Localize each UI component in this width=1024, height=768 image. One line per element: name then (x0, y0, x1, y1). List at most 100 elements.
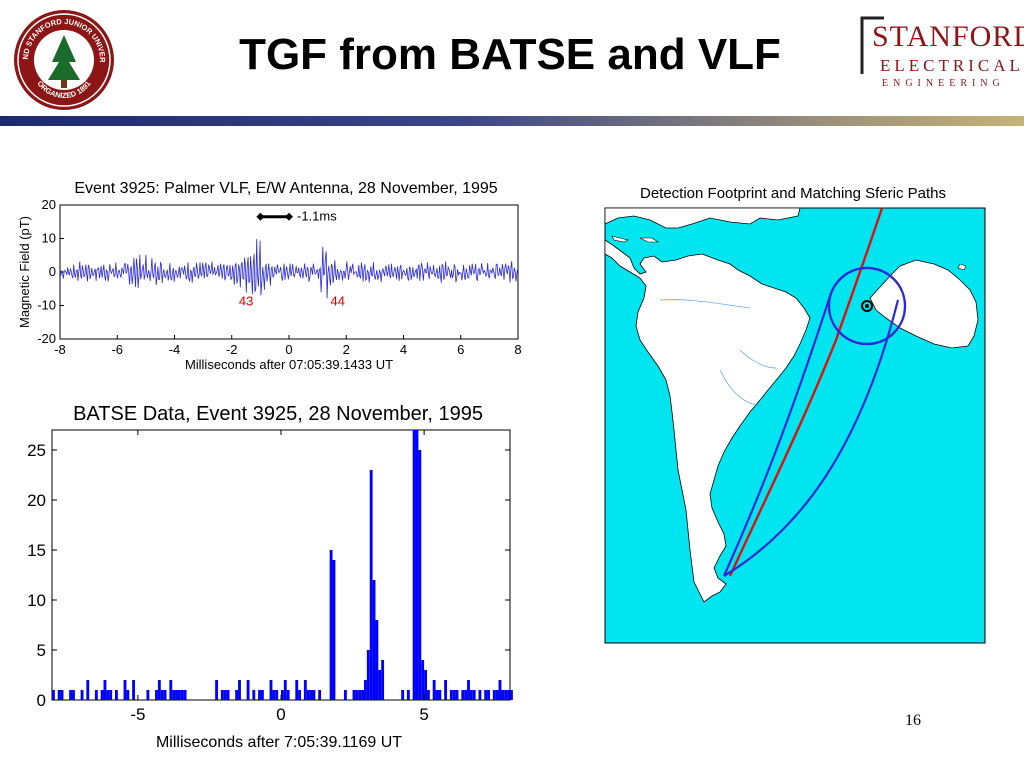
north-america-land (604, 207, 801, 229)
vlf-y-tick-label: -20 (37, 331, 56, 346)
vlf-x-tick-label: 2 (343, 342, 350, 357)
vlf-x-tick-label: -4 (169, 342, 181, 357)
histogram-bar (175, 690, 178, 700)
matching-sferic-path-line (728, 207, 884, 577)
peak-label-43: 43 (239, 294, 253, 309)
histogram-bar (157, 680, 161, 700)
histogram-bar (464, 690, 468, 700)
histogram-bar (180, 690, 184, 700)
histogram-bar (57, 690, 61, 700)
batse-y-tick-label: 10 (27, 591, 46, 610)
vlf-y-tick-label: -10 (37, 298, 56, 313)
histogram-bar (312, 690, 316, 700)
histogram-bar (378, 670, 382, 700)
batse-y-tick-label: 15 (27, 541, 46, 560)
histogram-bar (492, 690, 496, 700)
histogram-bar (286, 690, 290, 700)
rivers (659, 299, 777, 407)
histogram-bar (103, 680, 107, 700)
histogram-bar (364, 680, 367, 700)
histogram-bar (372, 580, 376, 700)
histogram-bar (510, 690, 513, 700)
histogram-bar (352, 690, 356, 700)
vlf-y-tick-label: 0 (49, 264, 56, 279)
histogram-bar (52, 690, 55, 700)
histogram-bar (309, 690, 313, 700)
batse-plot-frame (51, 429, 511, 701)
batse-x-tick-label: 5 (419, 705, 428, 724)
histogram-bar (132, 680, 136, 700)
histogram-bar (401, 690, 405, 700)
histogram-bar (60, 690, 64, 700)
histogram-bar (418, 450, 422, 700)
histogram-bar (126, 690, 130, 700)
histogram-bar (495, 690, 499, 700)
histogram-bar (114, 690, 118, 700)
caribbean-island (611, 235, 629, 243)
histogram-bar (421, 660, 425, 700)
diamond-marker-icon (256, 212, 265, 221)
histogram-bar (215, 680, 219, 700)
interval-marker (256, 212, 293, 221)
histogram-bar (172, 690, 176, 700)
vlf-x-tick-label: -6 (111, 342, 123, 357)
histogram-bar (238, 680, 241, 700)
histogram-bar (444, 680, 448, 700)
histogram-bar (358, 690, 362, 700)
vlf-chart-title: Event 3925: Palmer VLF, E/W Antenna, 28 … (74, 180, 497, 197)
histogram-bar (498, 680, 502, 700)
interval-label: -1.1ms (297, 209, 337, 224)
vlf-y-axis-label: Magnetic Field (pT) (17, 216, 32, 328)
detection-footprint-circle (827, 266, 907, 346)
histogram-bar (469, 690, 473, 700)
vlf-x-tick-label: -8 (54, 342, 66, 357)
batse-y-tick-label: 0 (37, 691, 46, 710)
histogram-bar (332, 560, 336, 700)
vlf-x-tick-label: 0 (285, 342, 292, 357)
batse-y-tick-label: 25 (27, 441, 46, 460)
batse-chart-title: BATSE Data, Event 3925, 28 November, 199… (73, 403, 483, 425)
batse-x-tick-label: -5 (130, 705, 145, 724)
histogram-bar (381, 660, 385, 700)
histogram-bar (306, 690, 310, 700)
batse-chart: BATSE Data, Event 3925, 28 November, 199… (27, 403, 513, 751)
vlf-x-tick-label: 6 (457, 342, 464, 357)
histogram-bar (94, 690, 98, 700)
caribbean-island (639, 237, 659, 243)
histogram-bar (484, 690, 488, 700)
diamond-marker-icon (285, 212, 293, 221)
histogram-bar (226, 690, 230, 700)
logo-engineering-text: ENGINEERING (882, 78, 1005, 89)
vlf-y-tick-label: 20 (42, 197, 56, 212)
sferic-paths (722, 207, 907, 577)
page-number: 16 (905, 712, 921, 729)
histogram-bar (472, 690, 476, 700)
histogram-bar (235, 690, 239, 700)
histogram-bar (355, 690, 359, 700)
histogram-bar (109, 690, 113, 700)
histogram-bar (72, 690, 75, 700)
logo-stanford-text: STANFORD (872, 20, 1024, 53)
histogram-bar (100, 690, 104, 700)
batse-y-tick-label: 5 (37, 641, 46, 660)
vlf-chart: Event 3925: Palmer VLF, E/W Antenna, 28 … (17, 180, 522, 372)
histogram-bar (269, 680, 273, 700)
histogram-bar (160, 690, 164, 700)
vlf-x-axis-label: Milliseconds after 07:05:39.1433 UT (185, 357, 393, 372)
histogram-bar (432, 680, 436, 700)
histogram-bar (283, 680, 287, 700)
histogram-bar (435, 690, 439, 700)
histogram-bar (163, 690, 167, 700)
histogram-bar (298, 690, 302, 700)
histogram-bar (69, 690, 73, 700)
histogram-bar (329, 550, 333, 700)
histogram-bar (258, 690, 261, 700)
histogram-bar (146, 690, 150, 700)
logo-electrical-text: ELECTRICAL (880, 56, 1024, 75)
histogram-bar (415, 430, 419, 700)
histogram-bar (487, 690, 490, 700)
histogram-bar (369, 470, 373, 700)
histogram-bar (169, 680, 173, 700)
vlf-x-tick-label: 4 (400, 342, 407, 357)
histogram-bar (366, 650, 370, 700)
